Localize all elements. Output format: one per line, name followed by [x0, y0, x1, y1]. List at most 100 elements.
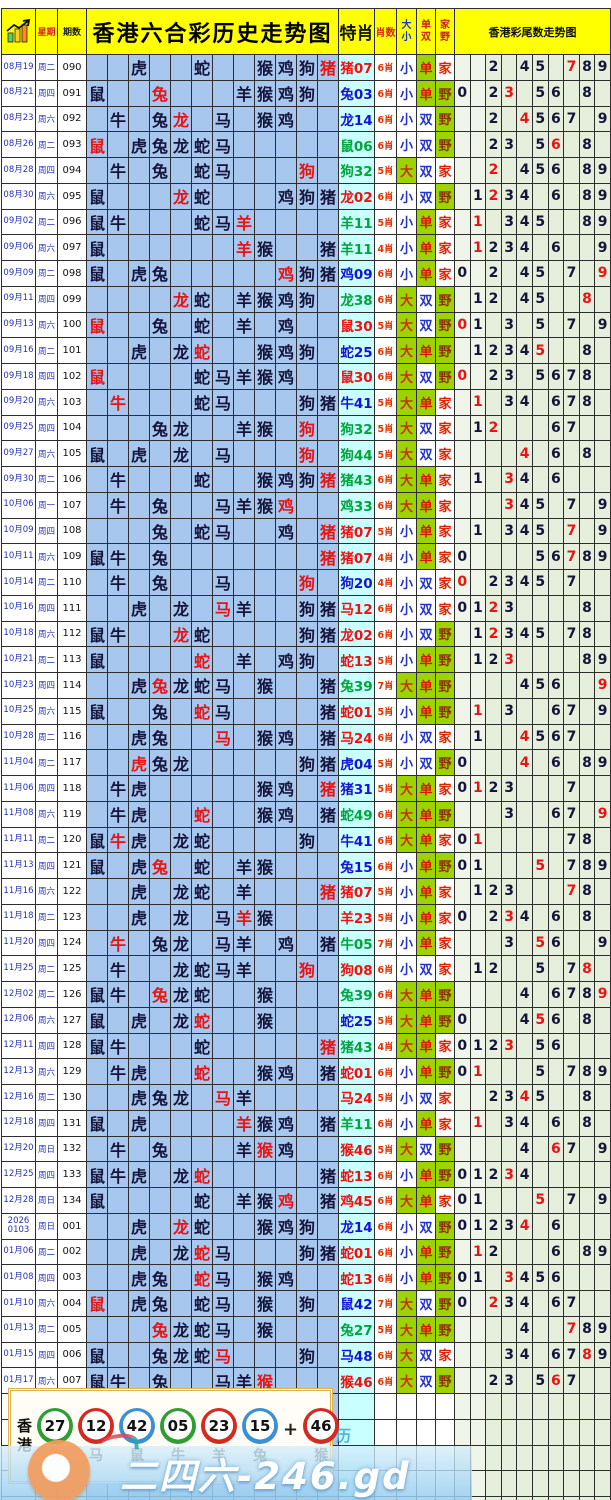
parity-cell: 双: [417, 956, 436, 982]
tail-digit-cell: 7: [564, 1188, 580, 1214]
zodiac-cell: [171, 1291, 192, 1317]
zodiac-cell: [171, 55, 192, 81]
weekday-cell: 周四: [36, 1033, 58, 1060]
zodiac-cell: [108, 261, 129, 287]
zodiac-cell: 猴: [255, 1213, 276, 1240]
zodiac-cell: [276, 698, 297, 725]
zodiac-cell: [318, 1291, 339, 1317]
tail-digit-cell: [501, 415, 518, 442]
zodiac-cell: [318, 1342, 339, 1369]
zodiac-cell: [255, 209, 276, 236]
zodiac-count-cell: 5肖: [375, 209, 397, 236]
zodiac-cell: [297, 1265, 318, 1291]
zodiac-cell: [255, 441, 276, 467]
tail-digit-cell: 9: [595, 544, 611, 570]
zodiac-count-cell: 6肖: [375, 1265, 397, 1291]
tail-digit-cell: [548, 261, 565, 287]
tail-digit-cell: [548, 621, 565, 648]
tail-digit-cell: [517, 698, 533, 725]
zodiac-cell: [234, 1007, 255, 1034]
weekday-cell: 周二: [36, 1085, 58, 1111]
tail-digit-cell: 5: [532, 492, 549, 519]
zodiac-cell: [108, 518, 129, 545]
zodiac-cell: [276, 235, 297, 261]
zodiac-count-cell: 5肖: [375, 1316, 397, 1343]
tail-digit-cell: [564, 647, 580, 673]
tail-digit-cell: [548, 338, 565, 364]
zodiac-count-cell: 4肖: [375, 570, 397, 596]
zodiac-cell: [213, 235, 234, 261]
special-zodiac-cell: 牛41: [339, 389, 375, 416]
zodiac-cell: 羊: [234, 930, 255, 957]
tail-digit-cell: [548, 853, 565, 879]
zodiac-cell: 羊: [234, 1110, 255, 1137]
size-cell: 大: [397, 467, 417, 493]
tail-digit-cell: 3: [501, 312, 518, 339]
tail-digit-cell: 4: [517, 106, 533, 133]
tail-digit-cell: [595, 338, 611, 364]
date-cell: 09月13: [2, 312, 36, 339]
zodiac-cell: 龙: [171, 183, 192, 210]
zodiac-count-cell: 6肖: [375, 286, 397, 313]
trend-chart-icon: [2, 9, 36, 55]
tail-digit-cell: 9: [595, 312, 611, 339]
tail-digit-cell: 6: [548, 1136, 565, 1163]
period-cell: 132: [58, 1136, 87, 1163]
tail-digit-cell: 8: [579, 1085, 596, 1111]
zodiac-cell: 猴: [255, 1368, 276, 1394]
zodiac-cell: 鼠: [87, 312, 108, 339]
zodiac-cell: 鼠: [87, 621, 108, 648]
size-cell: 大: [397, 776, 417, 802]
table-row: 09月18 周四 102 鼠蛇马羊猴鸡鼠30 6肖大双野 0 2 3 5 6 7 8: [2, 364, 611, 390]
size-cell: 小: [397, 1085, 417, 1111]
tail-digit-cell: 3: [501, 518, 518, 545]
tail-digit-cell: 6: [548, 801, 565, 828]
special-zodiac-cell: 猪31: [339, 776, 375, 802]
tail-digit-cell: [517, 415, 533, 442]
tail-digit-cell: [595, 1162, 611, 1188]
home-wild-cell: 野: [436, 801, 455, 828]
tail-digit-cell: 3: [501, 621, 518, 648]
tail-digit-cell: 0: [455, 570, 471, 596]
zodiac-cell: [129, 1136, 150, 1163]
tail-digit-cell: 5: [532, 132, 549, 158]
zodiac-count-cell: 6肖: [375, 1110, 397, 1137]
tail-digit-cell: [564, 673, 580, 699]
tail-digit-cell: 6: [548, 80, 565, 107]
tail-digit-cell: [486, 930, 502, 957]
zodiac-cell: 猴: [255, 106, 276, 133]
size-bottom-label: 小: [401, 31, 412, 43]
size-cell: 小: [397, 55, 417, 81]
tail-digit-cell: 5: [532, 1188, 549, 1214]
weekday-cell: 周二: [36, 647, 58, 673]
special-zodiac-cell: 鼠06: [339, 132, 375, 158]
weekday-cell: 周六: [36, 544, 58, 570]
tail-digit-cell: 7: [564, 261, 580, 287]
zodiac-cell: 猪: [318, 930, 339, 957]
tail-digit-cell: [517, 312, 533, 339]
zodiac-cell: [171, 801, 192, 828]
tail-digit-cell: 8: [579, 1110, 596, 1137]
parity-cell: 单: [417, 1239, 436, 1266]
zodiac-cell: 虎: [129, 1239, 150, 1266]
zodiac-cell: 猴: [255, 492, 276, 519]
tail-digit-cell: [486, 1007, 502, 1034]
zodiac-cell: 猪: [318, 673, 339, 699]
parity-cell: 双: [417, 750, 436, 776]
parity-cell: 单: [417, 80, 436, 107]
tail-digit-cell: [501, 286, 518, 313]
tail-digit-cell: [548, 595, 565, 622]
tail-digit-cell: 4: [517, 1136, 533, 1163]
zodiac-cell: [297, 724, 318, 751]
zodiac-cell: 猪: [318, 595, 339, 622]
zodiac-cell: [108, 1188, 129, 1214]
tail-digit-cell: 1: [470, 724, 487, 751]
zodiac-cell: [276, 415, 297, 442]
zodiac-cell: [255, 930, 276, 957]
tail-digit-cell: 2: [486, 158, 502, 184]
zodiac-count-cell: 5肖: [375, 1136, 397, 1163]
tail-digit-cell: 1: [470, 183, 487, 210]
zodiac-cell: [276, 1291, 297, 1317]
zodiac-cell: [171, 312, 192, 339]
tail-digit-cell: 3: [501, 132, 518, 158]
